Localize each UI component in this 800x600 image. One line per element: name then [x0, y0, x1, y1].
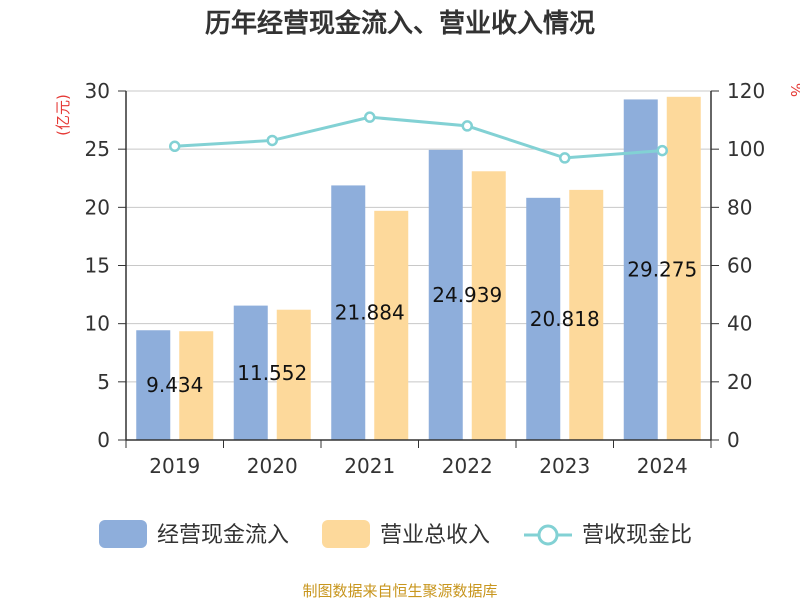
- ratio-point: [266, 134, 278, 147]
- right-axis-tick-label: 100: [727, 137, 765, 161]
- data-label-cash-inflow: 9.434: [146, 373, 203, 397]
- bar-cash-inflow: [428, 149, 463, 441]
- bar-cash-inflow: [136, 330, 171, 440]
- legend-swatch-revenue: [322, 520, 370, 548]
- right-axis-tick-label: 40: [727, 312, 752, 336]
- legend-label-cash-inflow: 经营现金流入: [157, 523, 289, 548]
- right-axis-unit: %: [787, 83, 800, 97]
- bar-cash-inflow: [233, 305, 268, 440]
- left-axis-tick-label: 15: [85, 254, 110, 278]
- data-label-cash-inflow: 20.818: [530, 307, 600, 331]
- ratio-line-group: [169, 111, 668, 164]
- legend-item-ratio[interactable]: 营收现金比: [524, 523, 692, 548]
- left-axis-tick-label: 5: [97, 370, 110, 394]
- source-note: 制图数据来自恒生聚源数据库: [302, 582, 497, 600]
- data-label-cash-inflow: 21.884: [335, 301, 405, 325]
- bar-revenue: [179, 331, 214, 440]
- x-axis-tick-label: 2023: [539, 454, 590, 478]
- legend-label-revenue: 营业总收入: [380, 523, 490, 548]
- data-label-cash-inflow: 24.939: [432, 283, 502, 307]
- bar-cash-inflow: [331, 185, 366, 440]
- axes: 0 5 10 15 20 25 30 0 20 40 60 80 100 120 2019 2020 2021 2…: [85, 79, 766, 478]
- x-axis-tick-label: 2024: [637, 454, 688, 478]
- bar-revenue: [276, 309, 311, 440]
- x-axis-tick-label: 2020: [247, 454, 298, 478]
- left-axis-tick-label: 10: [85, 312, 110, 336]
- bar-revenue: [569, 189, 604, 440]
- legend-item-revenue[interactable]: 营业总收入: [322, 520, 490, 548]
- ratio-point: [656, 144, 668, 157]
- gridlines: [126, 90, 711, 383]
- ratio-point: [559, 152, 571, 164]
- ratio-line: [174, 115, 663, 160]
- chart-title: 历年经营现金流入、营业收入情况: [205, 8, 595, 39]
- ratio-point: [364, 111, 376, 123]
- bar-revenue: [471, 171, 506, 440]
- bar-cash-inflow: [623, 99, 658, 440]
- right-axis-tick-label: 0: [727, 428, 740, 452]
- x-axis-tick-label: 2022: [442, 454, 493, 478]
- bar-cash-inflow: [526, 197, 561, 440]
- x-axis-tick-label: 2019: [149, 454, 200, 478]
- data-label-cash-inflow: 29.275: [627, 258, 697, 282]
- left-axis-tick-label: 30: [85, 79, 110, 103]
- legend-swatch-cash-inflow: [99, 520, 147, 548]
- x-axis-tick-label: 2021: [344, 454, 395, 478]
- ratio-point: [461, 120, 473, 132]
- right-axis-tick-label: 20: [727, 370, 752, 394]
- left-axis-unit: (亿元): [54, 94, 72, 136]
- left-axis-tick-label: 20: [85, 195, 110, 219]
- data-label-cash-inflow: 11.552: [237, 361, 307, 385]
- bar-revenue: [374, 210, 409, 440]
- ratio-point: [169, 140, 181, 153]
- right-axis-tick-label: 80: [727, 195, 752, 219]
- bar-revenue: [666, 96, 701, 441]
- legend-label-ratio: 营收现金比: [582, 523, 692, 548]
- left-axis-tick-label: 25: [85, 137, 110, 161]
- legend-item-cash-inflow[interactable]: 经营现金流入: [99, 520, 289, 548]
- legend: 经营现金流入 营业总收入 营收现金比: [99, 520, 692, 548]
- left-axis-tick-label: 0: [97, 428, 110, 452]
- right-axis-tick-label: 120: [727, 79, 765, 103]
- bars: [136, 96, 701, 441]
- legend-marker-ratio: [537, 524, 559, 546]
- right-axis-tick-label: 60: [727, 254, 752, 278]
- data-labels: 9.434 11.552 21.884 24.939 20.818 29.275: [146, 258, 697, 397]
